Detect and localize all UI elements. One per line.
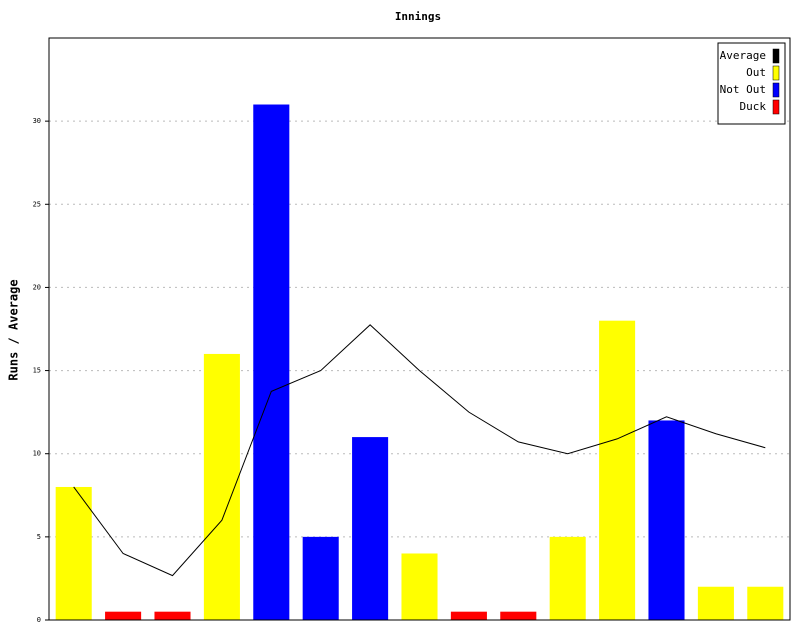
legend: Average Out Not Out Duck xyxy=(717,42,786,125)
legend-swatch xyxy=(772,65,780,81)
y-tick-label: 30 xyxy=(33,117,41,125)
y-tick-label: 0 xyxy=(37,616,41,624)
bar xyxy=(154,611,191,620)
bar xyxy=(648,420,685,620)
bar xyxy=(352,437,389,620)
y-tick-label: 25 xyxy=(33,200,41,208)
legend-swatch xyxy=(772,82,780,98)
legend-label: Out xyxy=(746,66,766,79)
bar xyxy=(105,611,142,620)
plot-frame xyxy=(48,37,791,621)
y-tick-label: 5 xyxy=(37,533,41,541)
bar xyxy=(697,586,734,620)
y-axis-label: Runs / Average xyxy=(7,279,21,380)
y-tick-label: 10 xyxy=(33,450,41,458)
y-tick-label: 15 xyxy=(33,367,41,375)
legend-label: Average xyxy=(720,49,766,62)
bar xyxy=(599,320,636,620)
bar xyxy=(302,536,339,620)
bar xyxy=(203,353,240,620)
legend-label: Not Out xyxy=(720,83,766,96)
legend-swatch xyxy=(772,99,780,115)
chart-title: Innings xyxy=(395,10,441,23)
bar xyxy=(747,586,784,620)
legend-label: Duck xyxy=(740,100,767,113)
bar xyxy=(450,611,487,620)
bar xyxy=(55,486,92,620)
y-tick-label: 20 xyxy=(33,283,41,291)
legend-swatch xyxy=(772,48,780,64)
bar xyxy=(401,553,438,620)
average-line xyxy=(73,324,766,577)
bar xyxy=(500,611,537,620)
bar xyxy=(549,536,586,620)
bar xyxy=(253,104,290,620)
